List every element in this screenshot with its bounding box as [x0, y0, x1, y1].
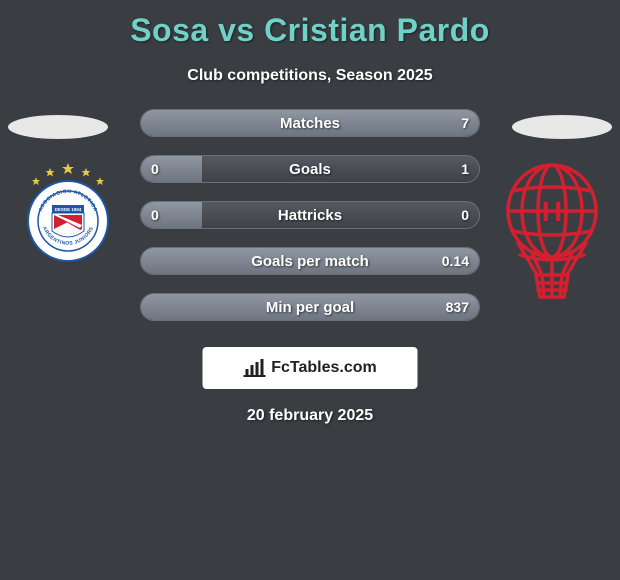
stat-row: 0 Hattricks 0: [140, 201, 480, 229]
stats-bars: Matches 7 0 Goals 1 0 Hattricks 0 Goals per matc…: [140, 109, 480, 339]
svg-text:DESDE 1904: DESDE 1904: [55, 207, 82, 212]
stat-value-left: 0: [151, 207, 159, 223]
stat-label: Min per goal: [266, 299, 354, 316]
stat-row: Matches 7: [140, 109, 480, 137]
stat-value-right: 7: [461, 115, 469, 131]
player-oval-right: [512, 115, 612, 139]
argentinos-juniors-crest-icon: ASOCIACION ATLETICA ARGENTINOS JUNIORS D…: [18, 163, 118, 263]
stat-row: Goals per match 0.14: [140, 247, 480, 275]
title-text: Sosa vs Cristian Pardo: [130, 12, 490, 48]
brand-text: FcTables.com: [271, 359, 377, 377]
stat-label: Goals: [289, 161, 331, 178]
stat-label: Matches: [280, 115, 340, 132]
brand-badge[interactable]: FcTables.com: [203, 347, 418, 389]
stat-value-right: 0.14: [442, 253, 469, 269]
stat-value-right: 1: [461, 161, 469, 177]
team-crest-left: ASOCIACION ATLETICA ARGENTINOS JUNIORS D…: [18, 163, 118, 263]
stat-label: Hattricks: [278, 207, 342, 224]
page-subtitle: Club competitions, Season 2025: [0, 67, 620, 85]
player-oval-left: [8, 115, 108, 139]
stat-value-right: 837: [446, 299, 469, 315]
team-crest-right: H: [502, 163, 602, 303]
date-text: 20 february 2025: [0, 407, 620, 425]
stat-value-left: 0: [151, 161, 159, 177]
stat-label: Goals per match: [251, 253, 369, 270]
svg-text:H: H: [542, 196, 562, 227]
bar-chart-icon: [243, 359, 265, 377]
stat-row: 0 Goals 1: [140, 155, 480, 183]
stat-value-right: 0: [461, 207, 469, 223]
stat-row: Min per goal 837: [140, 293, 480, 321]
page-title: Sosa vs Cristian Pardo: [0, 0, 620, 49]
huracan-crest-icon: H: [502, 163, 602, 303]
